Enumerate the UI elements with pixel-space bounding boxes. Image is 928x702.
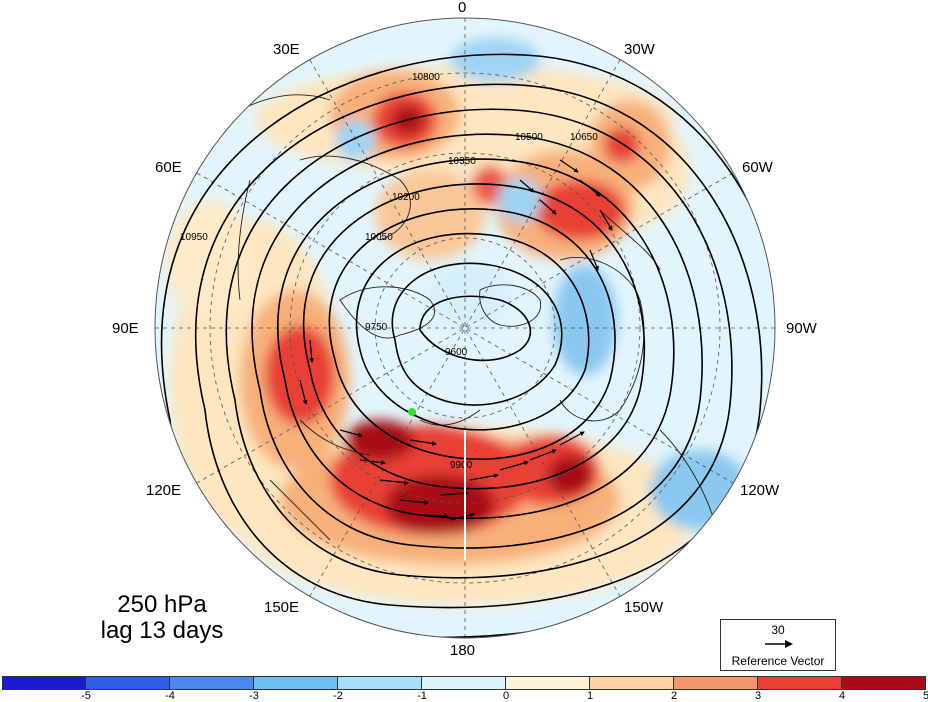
lon-label-180: 180 [450, 642, 476, 659]
contour-label-10650: 10650 [570, 132, 598, 143]
colorbar-segment [338, 676, 422, 690]
contour-label-9600: 9600 [445, 347, 468, 358]
lon-label-120w: 120W [740, 482, 780, 499]
title-level: 250 hPa [117, 591, 207, 618]
lon-label-30w: 30W [624, 41, 655, 58]
colorbar-segment [254, 676, 338, 690]
wind-vectors [299, 159, 613, 521]
colorbar-segment [590, 676, 674, 690]
contour-label-10950: 10950 [180, 232, 208, 243]
colorbar-frame [2, 676, 926, 690]
colorbar-segment [506, 676, 590, 690]
lon-label-60e: 60E [155, 159, 182, 176]
colorbar-tick-label: -2 [333, 690, 343, 702]
reference-vector-label: Reference Vector [731, 654, 825, 668]
colorbar-tick-label: 2 [670, 690, 678, 702]
colorbar [2, 676, 926, 690]
lon-label-120e: 120E [146, 482, 182, 499]
contour-label-10500: 10500 [515, 132, 543, 143]
colorbar-segment [674, 676, 758, 690]
colorbar-tick-label: 5 [922, 690, 928, 702]
lon-label-30e: 30E [273, 41, 300, 58]
colorbar-tick-label: -4 [165, 690, 175, 702]
reference-vector-box: 30 Reference Vector [720, 619, 836, 671]
contour-label-9900: 9900 [450, 460, 473, 471]
colorbar-tick-label: 4 [838, 690, 846, 702]
map-boundary [154, 17, 776, 639]
colorbar-segment [758, 676, 842, 690]
title-lag: lag 13 days [100, 617, 224, 644]
lon-label-60w: 60W [742, 159, 773, 176]
colorbar-tick-label: -3 [249, 690, 259, 702]
reference-vector-value: 30 [771, 623, 785, 637]
lon-label-90w: 90W [786, 320, 817, 337]
colorbar-tick-label: 3 [754, 690, 762, 702]
lon-label-150e: 150E [264, 599, 300, 616]
contour-labels: 9600 9750 9900 10050 10200 10350 10500 1… [180, 72, 598, 471]
contour-label-10800: 10800 [412, 72, 440, 83]
colorbar-segment [2, 676, 86, 690]
map-title: 250 hPa lag 13 days [82, 592, 242, 644]
colorbar-tick-label: 1 [586, 690, 594, 702]
contour-label-9750: 9750 [365, 322, 388, 333]
location-marker [408, 408, 416, 416]
lon-label-90e: 90E [112, 320, 139, 337]
reference-arrow-icon [765, 640, 793, 648]
colorbar-tick-label: 0 [502, 690, 510, 702]
colorbar-tick-label: -5 [81, 690, 91, 702]
contour-label-10350: 10350 [448, 156, 476, 167]
graticule [155, 18, 775, 638]
colorbar-segment [170, 676, 254, 690]
lon-label-0: 0 [458, 0, 467, 16]
colorbar-segment [422, 676, 506, 690]
contour-label-10200: 10200 [392, 192, 420, 203]
colorbar-segment [86, 676, 170, 690]
lon-label-150w: 150W [624, 599, 664, 616]
contour-label-10050: 10050 [365, 232, 393, 243]
colorbar-tick-label: -1 [417, 690, 427, 702]
